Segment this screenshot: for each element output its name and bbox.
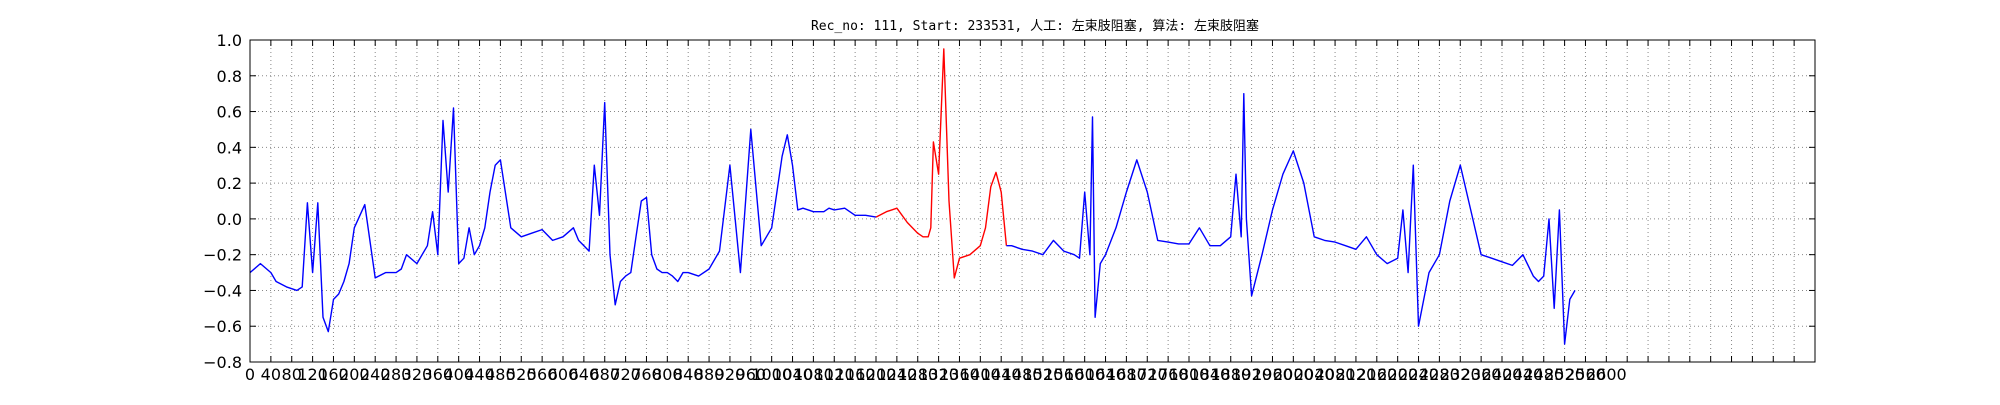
x-tick-label: 1880 xyxy=(1210,365,1251,384)
x-tick-label: 840 xyxy=(673,365,704,384)
x-tick-label: 360 xyxy=(423,365,454,384)
x-tick-label: 640 xyxy=(569,365,600,384)
x-tick-label: 320 xyxy=(402,365,433,384)
x-tick-label: 2560 xyxy=(1565,365,1606,384)
y-tick-label: 0.2 xyxy=(217,174,242,193)
x-tick-label: 1440 xyxy=(981,365,1022,384)
x-tick-label: 560 xyxy=(527,365,558,384)
x-tick-label: 1200 xyxy=(856,365,897,384)
y-tick-label: 0.6 xyxy=(217,103,242,122)
y-tick-label: −0.4 xyxy=(203,281,242,300)
ecg-series-line xyxy=(1006,92,1576,345)
ecg-series-line xyxy=(249,101,877,333)
x-tick-label: 280 xyxy=(381,365,412,384)
x-tick-label: 1120 xyxy=(814,365,855,384)
series-lines xyxy=(249,48,1576,345)
x-tick-label: 1720 xyxy=(1127,365,1168,384)
x-tick-label: 2320 xyxy=(1440,365,1481,384)
chart-title: Rec_no: 111, Start: 233531, 人工: 左束肢阻塞, 算… xyxy=(811,18,1259,34)
x-tick-label: 2440 xyxy=(1503,365,1544,384)
x-tick-label: 680 xyxy=(589,365,620,384)
x-tick-label: 1480 xyxy=(1002,365,1043,384)
plot-frame xyxy=(249,39,1816,363)
grid-lines xyxy=(249,39,1816,363)
x-tick-label: 2080 xyxy=(1315,365,1356,384)
x-tick-label: 800 xyxy=(652,365,683,384)
x-tick-label: 1640 xyxy=(1085,365,1126,384)
x-tick-label: 2160 xyxy=(1356,365,1397,384)
x-tick-label: 1280 xyxy=(897,365,938,384)
x-tick-label: 440 xyxy=(464,365,495,384)
x-tick-label: 80 xyxy=(282,365,302,384)
x-tick-label: 2360 xyxy=(1461,365,1502,384)
x-tick-label: 1000 xyxy=(751,365,792,384)
x-tick-label: 2240 xyxy=(1398,365,1439,384)
x-tick-label: 1600 xyxy=(1064,365,1105,384)
x-tick-label: 2480 xyxy=(1523,365,1564,384)
x-tick-label: 400 xyxy=(443,365,474,384)
x-tick-label: 960 xyxy=(736,365,767,384)
y-tick-label: 1.0 xyxy=(217,31,242,50)
x-tick-label: 200 xyxy=(339,365,370,384)
x-tick-label: 1080 xyxy=(793,365,834,384)
x-tick-label: 120 xyxy=(297,365,328,384)
x-tick-label: 1840 xyxy=(1190,365,1231,384)
x-tick-label: 2520 xyxy=(1544,365,1585,384)
x-tick-label: 1400 xyxy=(960,365,1001,384)
x-tick-label: 1560 xyxy=(1043,365,1084,384)
x-tick-label: 720 xyxy=(610,365,641,384)
x-tick-label: 1920 xyxy=(1231,365,1272,384)
y-axis: 1.0 0.8 0.6 0.4 0.2 0.0 −0.2 −0.4 −0.6 −0.8 xyxy=(203,31,1815,372)
x-tick-label: 600 xyxy=(548,365,579,384)
x-tick-label: 480 xyxy=(485,365,516,384)
y-tick-label: 0.0 xyxy=(217,210,242,229)
x-tick-label: 2000 xyxy=(1273,365,1314,384)
y-tick-label: −0.8 xyxy=(203,353,242,372)
x-tick-label: 920 xyxy=(715,365,746,384)
x-tick-label: 160 xyxy=(318,365,349,384)
x-tick-label: 760 xyxy=(631,365,662,384)
y-tick-label: 0.4 xyxy=(217,138,242,157)
x-tick-label: 1520 xyxy=(1023,365,1064,384)
x-tick-label: 1800 xyxy=(1169,365,1210,384)
x-axis: 0 40 8012016020024028032036040044048052056… xyxy=(245,40,1816,384)
x-tick-label: 1040 xyxy=(772,365,813,384)
x-tick-label: 2600 xyxy=(1586,365,1627,384)
x-tick-label: 1320 xyxy=(918,365,959,384)
x-tick-label: 1160 xyxy=(835,365,876,384)
x-tick-label: 40 xyxy=(261,365,281,384)
x-tick-label: 1960 xyxy=(1252,365,1293,384)
y-tick-label: 0.8 xyxy=(217,67,242,86)
x-tick-label: 2200 xyxy=(1377,365,1418,384)
y-tick-label: −0.2 xyxy=(203,246,242,265)
x-tick-label: 1240 xyxy=(877,365,918,384)
y-tick-label: −0.6 xyxy=(203,317,242,336)
x-tick-label: 0 xyxy=(245,365,255,384)
x-tick-label: 520 xyxy=(506,365,537,384)
x-tick-label: 2040 xyxy=(1294,365,1335,384)
x-tick-label: 2120 xyxy=(1336,365,1377,384)
x-tick-label: 880 xyxy=(694,365,725,384)
x-tick-label: 240 xyxy=(360,365,391,384)
x-tick-label: 2400 xyxy=(1482,365,1523,384)
highlighted-beat-line xyxy=(875,48,1008,279)
x-tick-label: 1760 xyxy=(1148,365,1189,384)
x-tick-label: 1680 xyxy=(1106,365,1147,384)
x-tick-label: 2280 xyxy=(1419,365,1460,384)
x-tick-label: 1360 xyxy=(939,365,980,384)
